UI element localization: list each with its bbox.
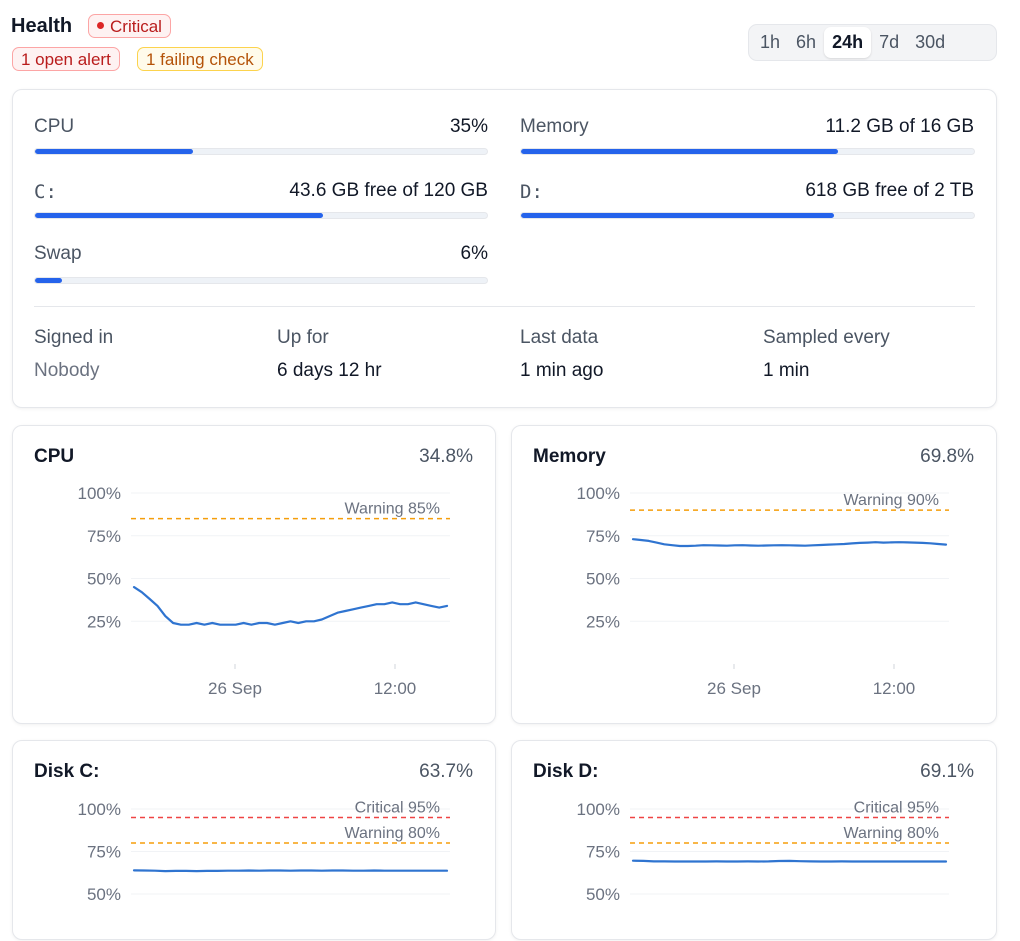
warning-threshold-label: Warning 80% [345,825,440,842]
range-option-1h[interactable]: 1h [760,32,781,52]
last-data-value: 1 min ago [520,360,604,381]
disk-c-value: 43.6 GB free of 120 GB [289,180,488,201]
cpu-chart[interactable]: 100% 75% 50% 25% 26 Sep 12:00 Warning 85% [13,426,497,725]
x-tick-label: 12:00 [873,679,916,698]
y-tick-label: 50% [87,885,121,904]
chart-title: Disk C: [34,761,100,782]
critical-threshold-label: Critical 95% [854,800,939,817]
memory-chart-card: Memory 69.8% 100% 75% 50% 25% 26 Sep 12:00 War… [511,425,997,724]
status-dot-icon [97,22,104,30]
chart-title: Disk D: [533,761,599,782]
y-tick-label: 75% [586,843,620,862]
chart-title: CPU [34,446,75,467]
x-tick-label: 26 Sep [208,679,262,698]
cpu-usage-bar [34,148,488,155]
summary-divider [34,306,975,307]
disk-c-chart-card: Disk C: 63.7% 100% 75% 50% Critical 95% Warn… [12,740,496,940]
signed-in-label: Signed in [34,327,114,348]
series-line [631,859,948,863]
memory-usage-bar [520,148,975,155]
chart-current-value: 63.7% [419,761,473,782]
y-tick-label: 25% [586,612,620,631]
warning-threshold-label: Warning 85% [345,501,440,518]
swap-usage-bar [34,277,488,284]
disk-d-usage-bar [520,212,975,219]
status-badge: Critical [88,14,171,38]
y-tick-label: 50% [87,570,121,589]
cpu-label: CPU [34,116,75,137]
cpu-chart-card: CPU 34.8% 100% 75% 50% 25% 26 Sep 12:00 Warnin… [12,425,496,724]
failing-checks-badge[interactable]: 1 failing check [137,47,263,71]
summary-card [12,89,997,408]
cpu-usage-fill [35,149,194,154]
warning-threshold-label: Warning 80% [844,825,939,842]
signed-in-value: Nobody [34,360,100,381]
memory-usage-fill [521,149,839,154]
last-data-label: Last data [520,327,599,348]
disk-d-usage-fill [521,213,835,218]
uptime-value: 6 days 12 hr [277,360,382,381]
disk-c-usage-fill [35,213,323,218]
disk-c-chart[interactable]: 100% 75% 50% Critical 95% Warning 80% [13,741,497,941]
disk-d-value: 618 GB free of 2 TB [805,180,974,201]
y-tick-label: 50% [586,570,620,589]
warning-threshold-label: Warning 90% [844,492,939,509]
disk-d-chart[interactable]: 100% 75% 50% Critical 95% Warning 80% [512,741,998,941]
chart-current-value: 69.8% [920,446,974,467]
sample-interval-label: Sampled every [763,327,890,348]
disk-d-label: D: [520,181,543,203]
y-tick-label: 100% [577,800,620,819]
series-line [631,538,948,548]
range-option-30d[interactable]: 30d [915,32,946,52]
x-tick-label: 12:00 [374,679,417,698]
y-tick-label: 50% [586,885,620,904]
uptime-label: Up for [277,327,329,348]
series-line [132,586,449,626]
disk-c-usage-bar [34,212,488,219]
range-option-6h[interactable]: 6h [796,32,817,52]
y-tick-label: 25% [87,612,121,631]
swap-usage-fill [35,278,63,283]
memory-label: Memory [520,116,589,137]
time-range-selector: 1h 6h 24h 7d 30d [748,24,997,61]
range-option-7d[interactable]: 7d [879,32,900,52]
status-badge-label: Critical [110,17,162,36]
chart-current-value: 69.1% [920,761,974,782]
critical-threshold-label: Critical 95% [355,800,440,817]
open-alerts-badge[interactable]: 1 open alert [12,47,120,71]
y-tick-label: 75% [87,527,121,546]
y-tick-label: 100% [577,484,620,503]
y-tick-label: 75% [87,843,121,862]
x-tick-label: 26 Sep [707,679,761,698]
page-title: Health [11,15,73,37]
series-line [132,869,449,873]
memory-value: 11.2 GB of 16 GB [825,116,974,137]
swap-label: Swap [34,243,82,264]
y-tick-label: 100% [78,484,121,503]
y-tick-label: 100% [78,800,121,819]
disk-c-label: C: [34,181,57,203]
y-tick-label: 75% [586,527,620,546]
memory-chart[interactable]: 100% 75% 50% 25% 26 Sep 12:00 Warning 90% [512,426,998,725]
range-option-24h[interactable]: 24h [824,27,872,58]
sample-interval-value: 1 min [763,360,810,381]
swap-value: 6% [460,243,488,264]
disk-d-chart-card: Disk D: 69.1% 100% 75% 50% Critical 95% Warn… [511,740,997,940]
chart-title: Memory [533,446,606,467]
cpu-value: 35% [449,116,488,137]
chart-current-value: 34.8% [419,446,473,467]
